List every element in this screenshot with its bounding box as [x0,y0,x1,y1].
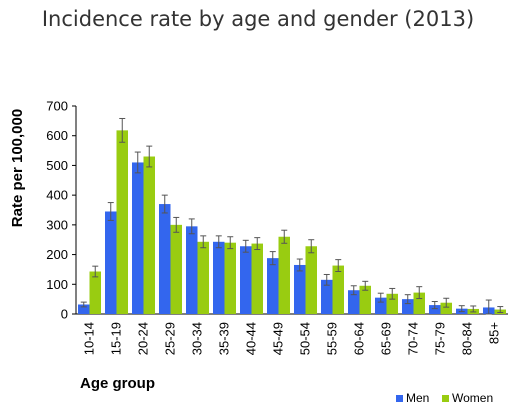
y-ticks: 0 100 200 300 400 500 600 700 [46,99,76,322]
bar-women [116,130,128,314]
y-tick-label: 200 [46,247,68,262]
x-tick-label: 15-19 [109,322,124,355]
legend: Men Women [396,391,493,405]
bar-women [440,302,452,314]
bar-men [321,279,333,314]
bar-men [159,204,171,314]
bar-men [105,211,117,314]
x-tick-label: 80-84 [460,322,475,355]
bar-women [251,243,263,314]
bar-men [240,246,252,314]
bar-women [305,246,317,314]
y-tick-label: 100 [46,277,68,292]
y-tick-label: 600 [46,128,68,143]
bar-men [348,290,360,314]
bar-men [267,258,279,314]
y-tick-label: 400 [46,188,68,203]
plot-area: 0 100 200 300 400 500 600 700 10-14 15-19 20-24 25… [46,99,508,355]
legend-swatch-women [442,395,449,402]
x-tick-label: 50-54 [298,322,313,355]
bar-women [224,242,236,314]
x-tick-label: 85+ [487,322,502,344]
bar-women [359,285,371,314]
bar-women [89,271,101,314]
x-ticks: 10-14 15-19 20-24 25-29 30-34 35-39 40-44 45-49… [82,322,502,355]
error-bars [80,117,504,315]
bar-men [213,241,225,314]
bar-women [143,156,155,314]
bar-men [429,305,441,314]
bar-women [332,265,344,314]
x-tick-label: 55-59 [325,322,340,355]
x-tick-label: 65-69 [379,322,394,355]
bar-women [278,236,290,314]
x-tick-label: 45-49 [271,322,286,355]
legend-label-women: Women [452,391,493,405]
bar-men [294,264,306,314]
y-tick-label: 500 [46,158,68,173]
y-axis-label: Rate per 100,000 [9,109,26,227]
bar-men [402,299,414,314]
x-tick-label: 30-34 [190,322,205,355]
x-tick-label: 35-39 [217,322,232,355]
bar-men [186,226,198,314]
bar-men [375,297,387,314]
x-axis-label: Age group [80,375,155,392]
bar-women [413,292,425,314]
bars [78,130,506,314]
x-tick-label: 20-24 [136,322,151,355]
x-tick-label: 60-64 [352,322,367,355]
x-tick-label: 75-79 [433,322,448,355]
x-tick-label: 70-74 [406,322,421,355]
bar-women [197,241,209,314]
y-tick-label: 0 [61,307,68,322]
bar-women [386,293,398,314]
y-tick-label: 700 [46,99,68,114]
chart-title: Incidence rate by age and gender (2013) [42,7,474,31]
y-tick-label: 300 [46,217,68,232]
legend-swatch-men [396,395,403,402]
bar-women [170,224,182,314]
x-tick-label: 25-29 [163,322,178,355]
x-tick-label: 40-44 [244,322,259,355]
x-tick-label: 10-14 [82,322,97,355]
bar-men [132,162,144,314]
legend-label-men: Men [406,391,429,405]
bar-men [78,304,90,314]
